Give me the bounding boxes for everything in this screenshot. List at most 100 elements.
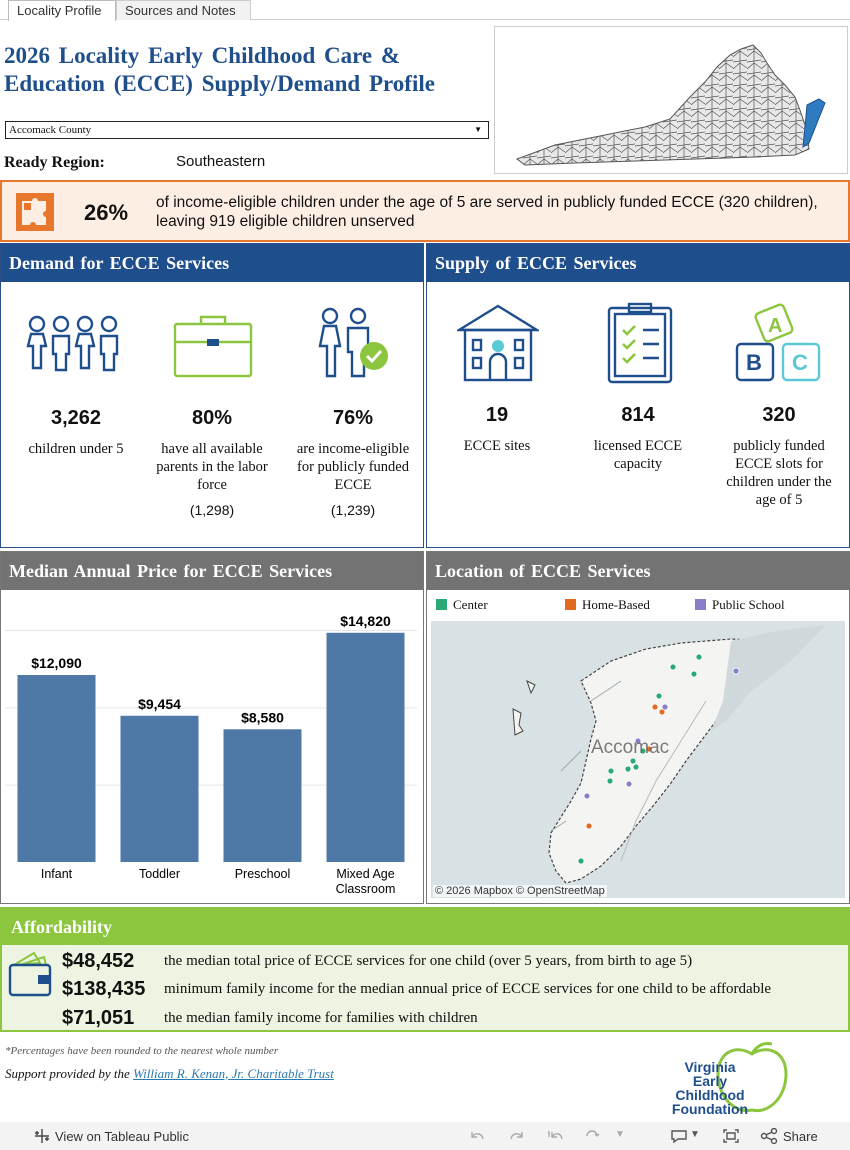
bar-data-label: $14,820	[340, 613, 391, 629]
home-based-swatch-icon	[565, 599, 576, 610]
children-icon	[26, 315, 119, 372]
map-attribution[interactable]: © 2026 Mapbox © OpenStreetMap	[433, 885, 607, 897]
rounding-note: *Percentages have been rounded to the ne…	[5, 1045, 279, 1057]
stat-sub: (1,239)	[330, 502, 376, 518]
stat-desc: ECCE sites	[463, 438, 531, 454]
map-place-label: Accomac	[591, 737, 670, 758]
comment-icon[interactable]	[670, 1128, 688, 1144]
bar-data-label: $9,454	[138, 696, 181, 712]
stat-desc: have all available parents in the labor …	[156, 441, 268, 493]
logo-line: Early Childhood	[675, 1073, 745, 1103]
tab-locality-profile[interactable]: Locality Profile	[8, 0, 116, 21]
logo-line: Virginia	[684, 1059, 736, 1075]
chevron-down-icon: ▼	[474, 125, 482, 134]
support-credit: Support provided by the William R. Kenan…	[5, 1066, 334, 1082]
logo-line: Foundation	[671, 1101, 749, 1117]
abc-blocks-icon: A B C	[735, 303, 821, 382]
stat-value: 320	[762, 404, 796, 426]
apple-logo-icon	[716, 1042, 788, 1113]
bar-data-label: $8,580	[241, 709, 284, 725]
afford-amount: $138,435	[62, 978, 146, 1000]
share-icon[interactable]	[760, 1128, 778, 1144]
refresh-icon[interactable]	[584, 1128, 602, 1144]
demand-panel: Demand for ECCE Services 3,262 children …	[0, 243, 424, 548]
stat-value: 80%	[191, 407, 233, 429]
ready-region-label: Ready Region:	[4, 154, 105, 171]
stat-desc: are income-eligible for publicly funded …	[296, 441, 410, 493]
revert-icon[interactable]	[547, 1128, 565, 1144]
virginia-map-icon	[515, 44, 826, 166]
legend-public-school[interactable]: Public School	[695, 597, 785, 613]
price-bar[interactable]	[326, 632, 405, 862]
support-prefix: Support provided by the	[5, 1066, 130, 1081]
ecce-location-map[interactable]: Accomac © 2026 Mapbox © OpenStreetMap	[431, 621, 845, 898]
affordability-heading: Affordability	[2, 909, 848, 945]
legend-center[interactable]: Center	[436, 597, 488, 613]
price-bar-chart: $12,090 Infant $9,454 Toddler $8,580 Preschoo…	[5, 613, 417, 896]
comment-chevron-icon[interactable]: ▼	[690, 1129, 700, 1140]
supply-stat-sites: 19 ECCE sites	[437, 404, 557, 455]
briefcase-icon	[173, 315, 253, 378]
served-banner: 26% of income-eligible children under th…	[0, 180, 850, 242]
virginia-locator-map[interactable]	[494, 26, 848, 174]
demand-stat-eligible: 76% are income-eligible for publicly fun…	[288, 407, 418, 518]
puzzle-icon	[16, 193, 54, 231]
affordability-panel: Affordability $48,452 the median total p…	[0, 907, 850, 1032]
legend-label: Public School	[712, 597, 785, 612]
logo-text: Virginia Early Childhood Foundation	[660, 1060, 760, 1116]
price-bar[interactable]	[17, 675, 96, 862]
demand-heading: Demand for ECCE Services	[1, 244, 423, 282]
school-building-icon	[457, 304, 539, 382]
afford-desc: the median family income for families wi…	[164, 1010, 478, 1026]
ready-region-value: Southeastern	[176, 153, 266, 170]
legend-label: Center	[453, 597, 488, 612]
tableau-logo-icon	[35, 1129, 49, 1143]
served-text: of income-eligible children under the ag…	[156, 194, 818, 230]
vecf-logo[interactable]: Virginia Early Childhood Foundation	[650, 1040, 800, 1120]
price-bar[interactable]	[223, 729, 302, 862]
stat-value: 19	[485, 404, 509, 426]
stat-desc: licensed ECCE capacity	[593, 438, 683, 472]
x-tick-label: Classroom	[336, 882, 396, 896]
wallet-icon	[8, 951, 52, 997]
x-tick-label: Mixed Age	[336, 867, 394, 881]
center-swatch-icon	[436, 599, 447, 610]
demand-stat-labor: 80% have all available parents in the la…	[147, 407, 277, 518]
supply-heading: Supply of ECCE Services	[427, 244, 849, 282]
afford-desc: the median total price of ECCE services …	[164, 953, 693, 969]
tab-sources-and-notes[interactable]: Sources and Notes	[116, 0, 251, 20]
redo-icon[interactable]	[508, 1128, 526, 1144]
refresh-chevron-icon[interactable]: ▼	[615, 1129, 625, 1140]
legend-home-based[interactable]: Home-Based	[565, 597, 650, 613]
tableau-toolbar: View on Tableau Public ▼ ▼ Share	[0, 1122, 850, 1150]
x-tick-label: Preschool	[235, 867, 291, 881]
page-title: 2026 Locality Early Childhood Care & Edu…	[4, 43, 435, 96]
demand-stat-children: 3,262 children under 5	[11, 407, 141, 458]
legend-label: Home-Based	[582, 597, 650, 612]
tab-bar: Locality Profile Sources and Notes	[0, 0, 850, 21]
supply-panel: Supply of ECCE Services A B C 19 ECCE	[426, 243, 850, 548]
share-button[interactable]: Share	[783, 1129, 818, 1144]
afford-amount: $71,051	[62, 1007, 135, 1029]
price-bar[interactable]	[120, 715, 199, 862]
svg-text:C: C	[792, 350, 808, 375]
svg-text:B: B	[746, 350, 762, 375]
clipboard-checklist-icon	[607, 302, 673, 384]
accomack-map-icon	[512, 625, 826, 884]
afford-desc: minimum family income for the median ann…	[164, 981, 772, 997]
locality-dropdown[interactable]: Accomack County ▼	[5, 121, 489, 139]
view-on-tableau-link[interactable]: View on Tableau Public	[55, 1129, 189, 1144]
supply-stat-funded-slots: 320 publicly funded ECCE slots for child…	[717, 404, 841, 509]
kenan-trust-link[interactable]: William R. Kenan, Jr. Charitable Trust	[133, 1066, 334, 1081]
stat-value: 814	[621, 404, 655, 426]
public-school-swatch-icon	[695, 599, 706, 610]
stat-sub: (1,298)	[189, 502, 235, 518]
x-tick-label: Infant	[41, 867, 73, 881]
family-check-icon	[318, 307, 388, 378]
undo-icon[interactable]	[468, 1128, 486, 1144]
location-heading: Location of ECCE Services	[427, 552, 849, 590]
stat-value: 76%	[332, 407, 374, 429]
stat-value: 3,262	[50, 407, 102, 429]
supply-stat-capacity: 814 licensed ECCE capacity	[577, 404, 699, 473]
fullscreen-icon[interactable]	[722, 1128, 740, 1144]
